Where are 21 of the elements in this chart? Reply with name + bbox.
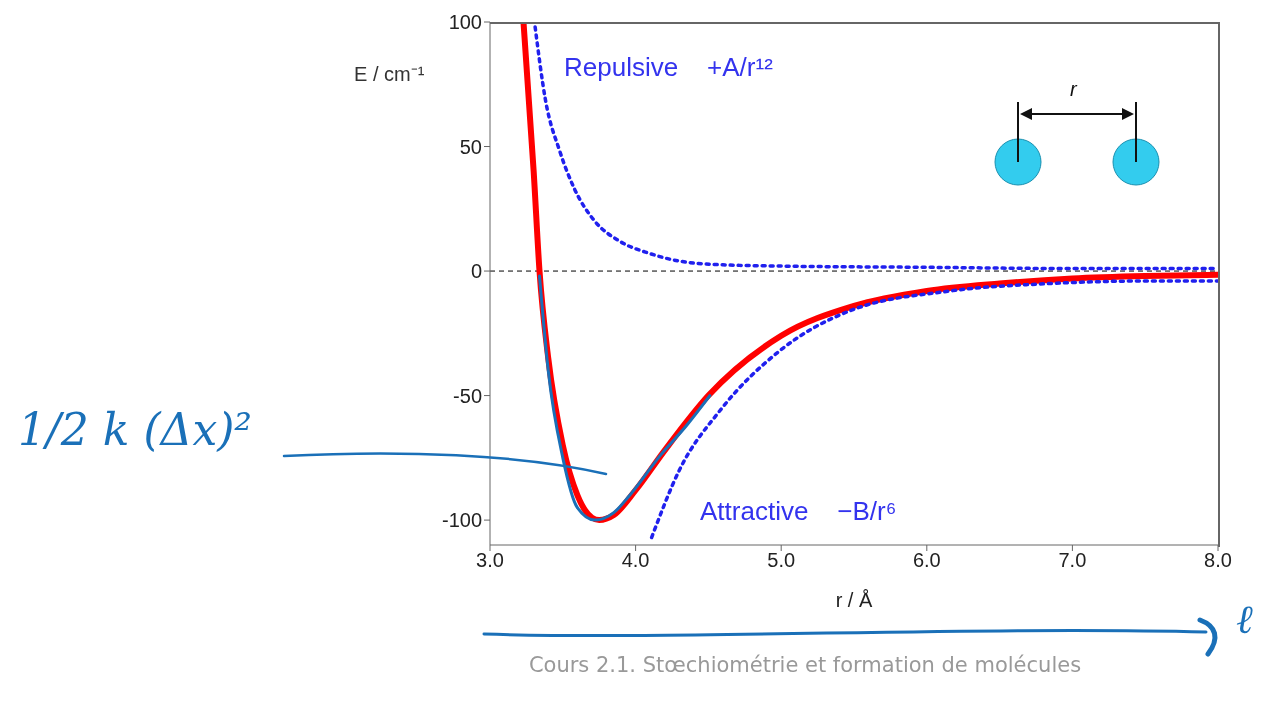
x-axis-title: r / Å (835, 589, 873, 612)
text: ℓ (1236, 596, 1253, 643)
y-tick-label: -50 (453, 384, 482, 407)
y-tick-label: 100 (448, 11, 482, 34)
text: 1/2 k (Δx)² (18, 404, 253, 455)
x-tick-label: 6.0 (912, 549, 941, 572)
annotation: r (1070, 78, 1077, 101)
annotation: Attractive −B/r⁶ (700, 496, 897, 527)
y-axis-title: E / cm⁻¹ (354, 62, 425, 87)
annotation: Repulsive +A/r¹² (564, 52, 773, 83)
x-tick-label: 5.0 (767, 549, 796, 572)
text: Cours 2.1. Stœchiométrie et formation de molécules (527, 652, 1083, 679)
y-tick-label: 50 (459, 135, 482, 158)
y-tick-label: 0 (470, 260, 482, 283)
line-series (533, 25, 1218, 271)
x-tick-label: 3.0 (476, 549, 504, 572)
y-tick-label: -100 (441, 509, 482, 532)
line-series (649, 279, 1218, 540)
x-tick-label: 8.0 (1204, 549, 1232, 572)
x-tick-label: 4.0 (621, 549, 650, 572)
x-tick-label: 7.0 (1058, 549, 1087, 572)
